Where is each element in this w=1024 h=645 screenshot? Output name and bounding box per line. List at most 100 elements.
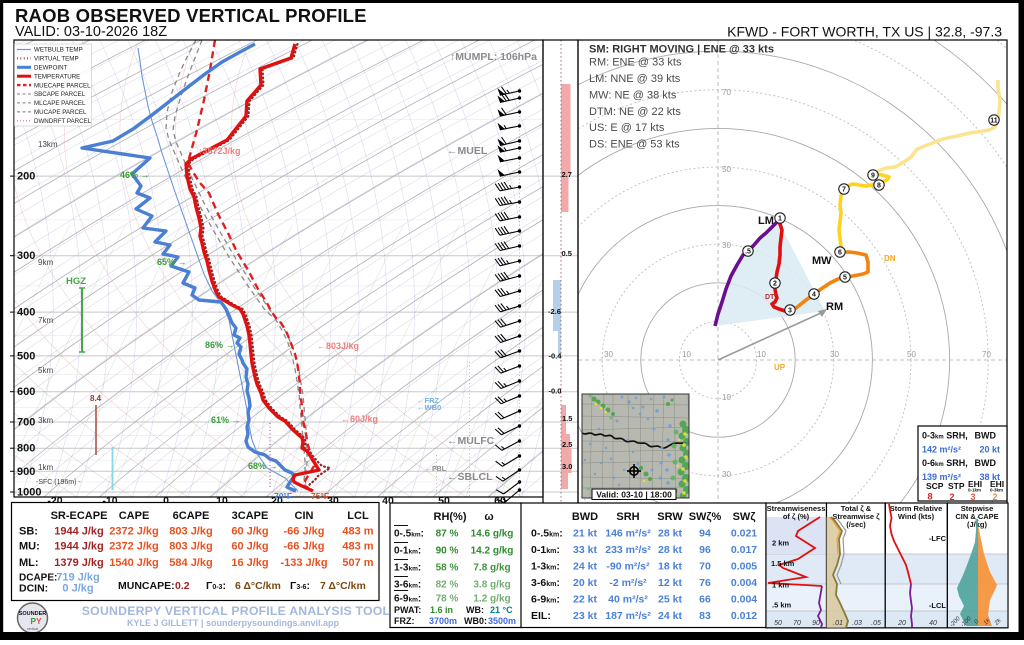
svg-text:483 m: 483 m	[342, 526, 373, 538]
svg-text:3700m: 3700m	[429, 616, 457, 626]
svg-text:24 kt: 24 kt	[573, 561, 597, 573]
svg-text:58 %: 58 %	[436, 563, 459, 574]
svg-text:RAOB OBSERVED VERTICAL PROFILE: RAOB OBSERVED VERTICAL PROFILE	[15, 5, 367, 26]
svg-text:EIL:: EIL:	[531, 610, 551, 622]
svg-text:-0.4: -0.4	[549, 352, 563, 361]
svg-text:-66 J/kg: -66 J/kg	[284, 541, 325, 553]
svg-text:20: 20	[897, 620, 906, 627]
svg-text:LM: LM	[758, 215, 774, 227]
svg-text:←SBLCL: ←SBLCL	[447, 471, 493, 483]
svg-text:20 kt: 20 kt	[979, 445, 1000, 455]
svg-text:.03: .03	[852, 620, 862, 627]
svg-text:8.4: 8.4	[90, 394, 102, 403]
svg-text:66: 66	[699, 594, 711, 606]
svg-text:SR-ECAPE: SR-ECAPE	[51, 510, 108, 522]
svg-text:-90 m²/s²: -90 m²/s²	[606, 561, 650, 573]
svg-text:MLCAPE PARCEL: MLCAPE PARCEL	[34, 100, 86, 107]
svg-text:76: 76	[699, 577, 711, 589]
svg-text:WB:: WB:	[466, 605, 484, 615]
svg-text:33 kt: 33 kt	[573, 544, 597, 556]
svg-text:96: 96	[699, 544, 711, 556]
svg-text:9km: 9km	[38, 258, 53, 267]
svg-text:700: 700	[17, 417, 35, 429]
svg-text:(/sec): (/sec)	[846, 520, 866, 529]
svg-text:←PBL: ←PBL	[425, 466, 447, 473]
svg-text:61% →: 61% →	[211, 415, 241, 425]
svg-text:-0.0: -0.0	[549, 387, 562, 396]
svg-text:LM: NNE @ 39 kts: LM: NNE @ 39 kts	[589, 73, 681, 85]
svg-text:1-3km:: 1-3km:	[531, 561, 560, 573]
svg-text:300: 300	[17, 250, 35, 262]
svg-text:0-1km:: 0-1km:	[531, 544, 560, 556]
svg-text:1.2 g/kg: 1.2 g/kg	[473, 594, 510, 605]
svg-text:78 %: 78 %	[436, 594, 459, 605]
svg-text:0.5: 0.5	[562, 249, 572, 258]
svg-text:2: 2	[949, 492, 954, 502]
svg-text:22 kt: 22 kt	[573, 594, 597, 606]
svg-text:4: 4	[812, 292, 816, 299]
svg-text:70: 70	[982, 350, 991, 359]
svg-text:PY: PY	[30, 616, 42, 626]
svg-text:28 kt: 28 kt	[658, 544, 682, 556]
svg-text:-66 J/kg: -66 J/kg	[284, 526, 325, 538]
svg-text:3-6km:: 3-6km:	[394, 580, 421, 591]
svg-text:RM: RM	[826, 301, 843, 313]
svg-text:40: 40	[929, 620, 937, 627]
svg-text:MUECAPE PARCEL: MUECAPE PARCEL	[34, 82, 91, 89]
svg-text:0 J/kg: 0 J/kg	[62, 583, 93, 595]
svg-text:0.017: 0.017	[731, 544, 757, 556]
svg-text:0.2: 0.2	[175, 580, 190, 592]
svg-text:0.021: 0.021	[731, 528, 757, 540]
svg-text:1000: 1000	[17, 487, 41, 499]
svg-text:1 km: 1 km	[772, 581, 789, 590]
svg-text:.05: .05	[871, 620, 881, 627]
svg-text:WB0:: WB0:	[464, 616, 487, 626]
svg-text:0.004: 0.004	[731, 594, 757, 606]
svg-text:Wind (kts): Wind (kts)	[898, 512, 935, 521]
svg-text:46% →: 46% →	[120, 170, 150, 180]
svg-text:SCP: SCP	[926, 481, 944, 491]
svg-text:0.012: 0.012	[731, 610, 757, 622]
svg-text:3CAPE: 3CAPE	[232, 510, 269, 522]
svg-text:146 m²/s²: 146 m²/s²	[605, 528, 651, 540]
svg-text:87 %: 87 %	[436, 529, 459, 540]
svg-text:←803J/kg: ←803J/kg	[317, 341, 359, 351]
svg-text:500: 500	[17, 350, 35, 362]
svg-text:3.0: 3.0	[562, 462, 572, 471]
svg-text:BWD: BWD	[975, 458, 997, 468]
svg-text:23 kt: 23 kt	[573, 610, 597, 622]
svg-text:6-9km:: 6-9km:	[531, 594, 560, 606]
svg-text:↑MUMPL: 106hPa: ↑MUMPL: 106hPa	[450, 51, 537, 63]
svg-text:3: 3	[788, 308, 792, 315]
svg-text:DWNDRFT PARCEL: DWNDRFT PARCEL	[34, 118, 92, 125]
svg-text:400: 400	[17, 307, 35, 319]
svg-text:3500m: 3500m	[488, 616, 516, 626]
svg-text:BWD: BWD	[975, 431, 997, 441]
svg-text:1-3km:: 1-3km:	[394, 563, 421, 574]
svg-text:9: 9	[871, 173, 875, 180]
svg-text:233 m²/s²: 233 m²/s²	[605, 544, 651, 556]
svg-text:30: 30	[604, 350, 613, 359]
svg-text:DEWPOINT: DEWPOINT	[34, 65, 68, 72]
svg-text:KYLE J GILLETT | sounderpysoun: KYLE J GILLETT | sounderpysoundings.anvi…	[127, 618, 340, 628]
svg-text:BWD: BWD	[572, 511, 598, 523]
svg-text:70: 70	[793, 620, 801, 627]
svg-text:28 kt: 28 kt	[658, 528, 682, 540]
svg-text:60 J/kg: 60 J/kg	[231, 526, 268, 538]
svg-text:SRW: SRW	[657, 511, 683, 523]
svg-text:.5: .5	[745, 249, 751, 256]
svg-text:.5 km: .5 km	[772, 601, 792, 610]
svg-text:ω: ω	[484, 511, 493, 523]
svg-text:25 kt: 25 kt	[658, 594, 682, 606]
svg-text:7.8 g/kg: 7.8 g/kg	[473, 563, 510, 574]
svg-text:70: 70	[699, 561, 711, 573]
svg-text:0.004: 0.004	[731, 577, 757, 589]
svg-text:←MUEL: ←MUEL	[447, 145, 488, 157]
svg-text:vertical: vertical	[27, 627, 38, 631]
svg-text:5km: 5km	[38, 366, 53, 375]
svg-text:18 kt: 18 kt	[658, 561, 682, 573]
svg-text:0-1km:: 0-1km:	[394, 546, 421, 557]
svg-text:20 kt: 20 kt	[573, 577, 597, 589]
svg-text:2.7: 2.7	[562, 170, 572, 179]
svg-text:1.5: 1.5	[562, 414, 572, 423]
